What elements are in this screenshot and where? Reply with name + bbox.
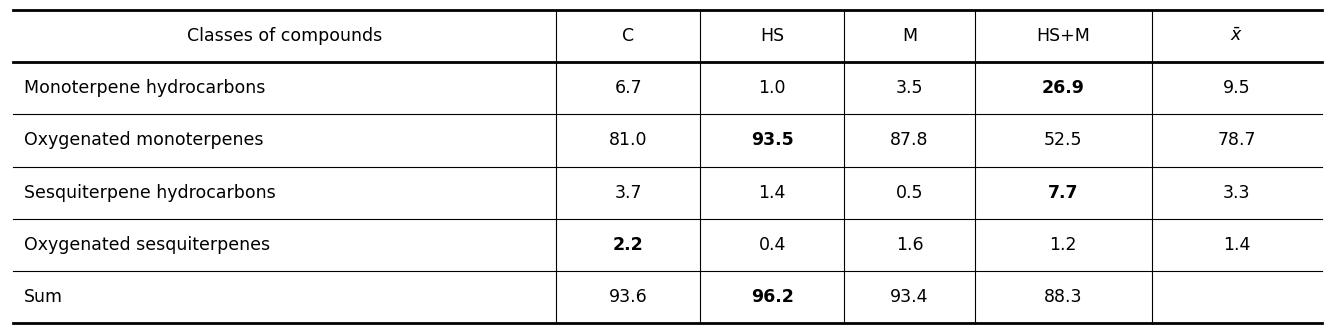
Text: 1.2: 1.2 [1049,236,1077,254]
Text: 2.2: 2.2 [613,236,643,254]
Text: 26.9: 26.9 [1041,79,1085,97]
Text: Oxygenated monoterpenes: Oxygenated monoterpenes [24,132,263,150]
Text: 3.3: 3.3 [1223,183,1251,201]
Text: 78.7: 78.7 [1218,132,1256,150]
Text: 96.2: 96.2 [750,288,793,306]
Text: HS+M: HS+M [1036,27,1091,45]
Text: 9.5: 9.5 [1223,79,1251,97]
Text: 88.3: 88.3 [1044,288,1083,306]
Text: 87.8: 87.8 [890,132,929,150]
Text: 6.7: 6.7 [614,79,642,97]
Text: 7.7: 7.7 [1048,183,1079,201]
Text: Classes of compounds: Classes of compounds [187,27,382,45]
Text: Oxygenated sesquiterpenes: Oxygenated sesquiterpenes [24,236,270,254]
Text: 81.0: 81.0 [609,132,647,150]
Text: 52.5: 52.5 [1044,132,1083,150]
Text: 3.5: 3.5 [896,79,924,97]
Text: M: M [902,27,917,45]
Text: 1.4: 1.4 [758,183,786,201]
Text: 1.0: 1.0 [758,79,786,97]
Text: 3.7: 3.7 [614,183,642,201]
Text: Monoterpene hydrocarbons: Monoterpene hydrocarbons [24,79,266,97]
Text: C: C [622,27,634,45]
Text: 1.6: 1.6 [896,236,924,254]
Text: Sum: Sum [24,288,63,306]
Text: Sesquiterpene hydrocarbons: Sesquiterpene hydrocarbons [24,183,276,201]
Text: 93.5: 93.5 [750,132,793,150]
Text: 93.4: 93.4 [890,288,929,306]
Text: HS: HS [760,27,784,45]
Text: $\bar{x}$: $\bar{x}$ [1230,27,1243,45]
Text: 93.6: 93.6 [609,288,647,306]
Text: 0.5: 0.5 [896,183,924,201]
Text: 0.4: 0.4 [758,236,786,254]
Text: 1.4: 1.4 [1223,236,1251,254]
